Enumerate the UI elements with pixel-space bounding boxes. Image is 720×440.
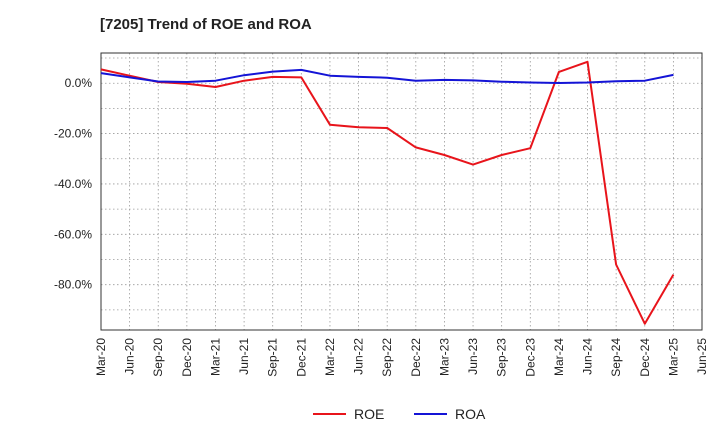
y-tick-label: -80.0% — [54, 278, 92, 292]
plot-area-border — [100, 52, 703, 331]
x-tick-label: Sep-20 — [151, 338, 165, 377]
x-tick-label: Dec-20 — [180, 338, 194, 377]
x-tick-label: Dec-24 — [638, 338, 652, 377]
chart-title: [7205] Trend of ROE and ROA — [100, 16, 312, 33]
x-tick-label: Mar-20 — [94, 338, 108, 376]
x-tick-label: Mar-21 — [208, 338, 222, 376]
series-roe-line — [100, 60, 675, 325]
x-tick-label: Jun-22 — [352, 338, 366, 375]
y-tick-label: 0.0% — [65, 76, 93, 90]
x-tick-label: Mar-22 — [323, 338, 337, 376]
x-tick-label: Jun-25 — [695, 338, 709, 375]
x-tick-label: Jun-21 — [237, 338, 251, 375]
x-tick-label: Mar-24 — [552, 338, 566, 376]
series-layer — [100, 60, 675, 325]
legend-label-roa: ROA — [455, 406, 486, 422]
x-tick-label: Mar-23 — [437, 338, 451, 376]
grid-layer — [101, 53, 702, 330]
x-tick-label: Sep-21 — [266, 338, 280, 377]
x-tick-label: Jun-20 — [123, 338, 137, 375]
x-tick-label: Jun-24 — [581, 338, 595, 375]
y-tick-label: -60.0% — [54, 227, 92, 241]
series-roa-line — [100, 68, 674, 84]
x-tick-label: Dec-23 — [523, 338, 537, 377]
x-axis-ticks: Mar-20 Jun-20 Sep-20 Dec-20 Mar-21 Jun-21 Sep-… — [94, 338, 709, 377]
x-tick-label: Sep-24 — [609, 338, 623, 377]
x-tick-label: Dec-21 — [294, 338, 308, 377]
legend-label-roe: ROE — [354, 406, 384, 422]
x-tick-label: Dec-22 — [409, 338, 423, 377]
x-tick-label: Sep-23 — [495, 338, 509, 377]
y-tick-label: -20.0% — [54, 127, 92, 141]
legend: ROE ROA — [313, 406, 486, 422]
y-axis-ticks: 0.0% -20.0% -40.0% -60.0% -80.0% — [54, 76, 92, 291]
x-tick-label: Mar-25 — [666, 338, 680, 376]
x-tick-label: Sep-22 — [380, 338, 394, 377]
y-tick-label: -40.0% — [54, 177, 92, 191]
x-tick-label: Jun-23 — [466, 338, 480, 375]
